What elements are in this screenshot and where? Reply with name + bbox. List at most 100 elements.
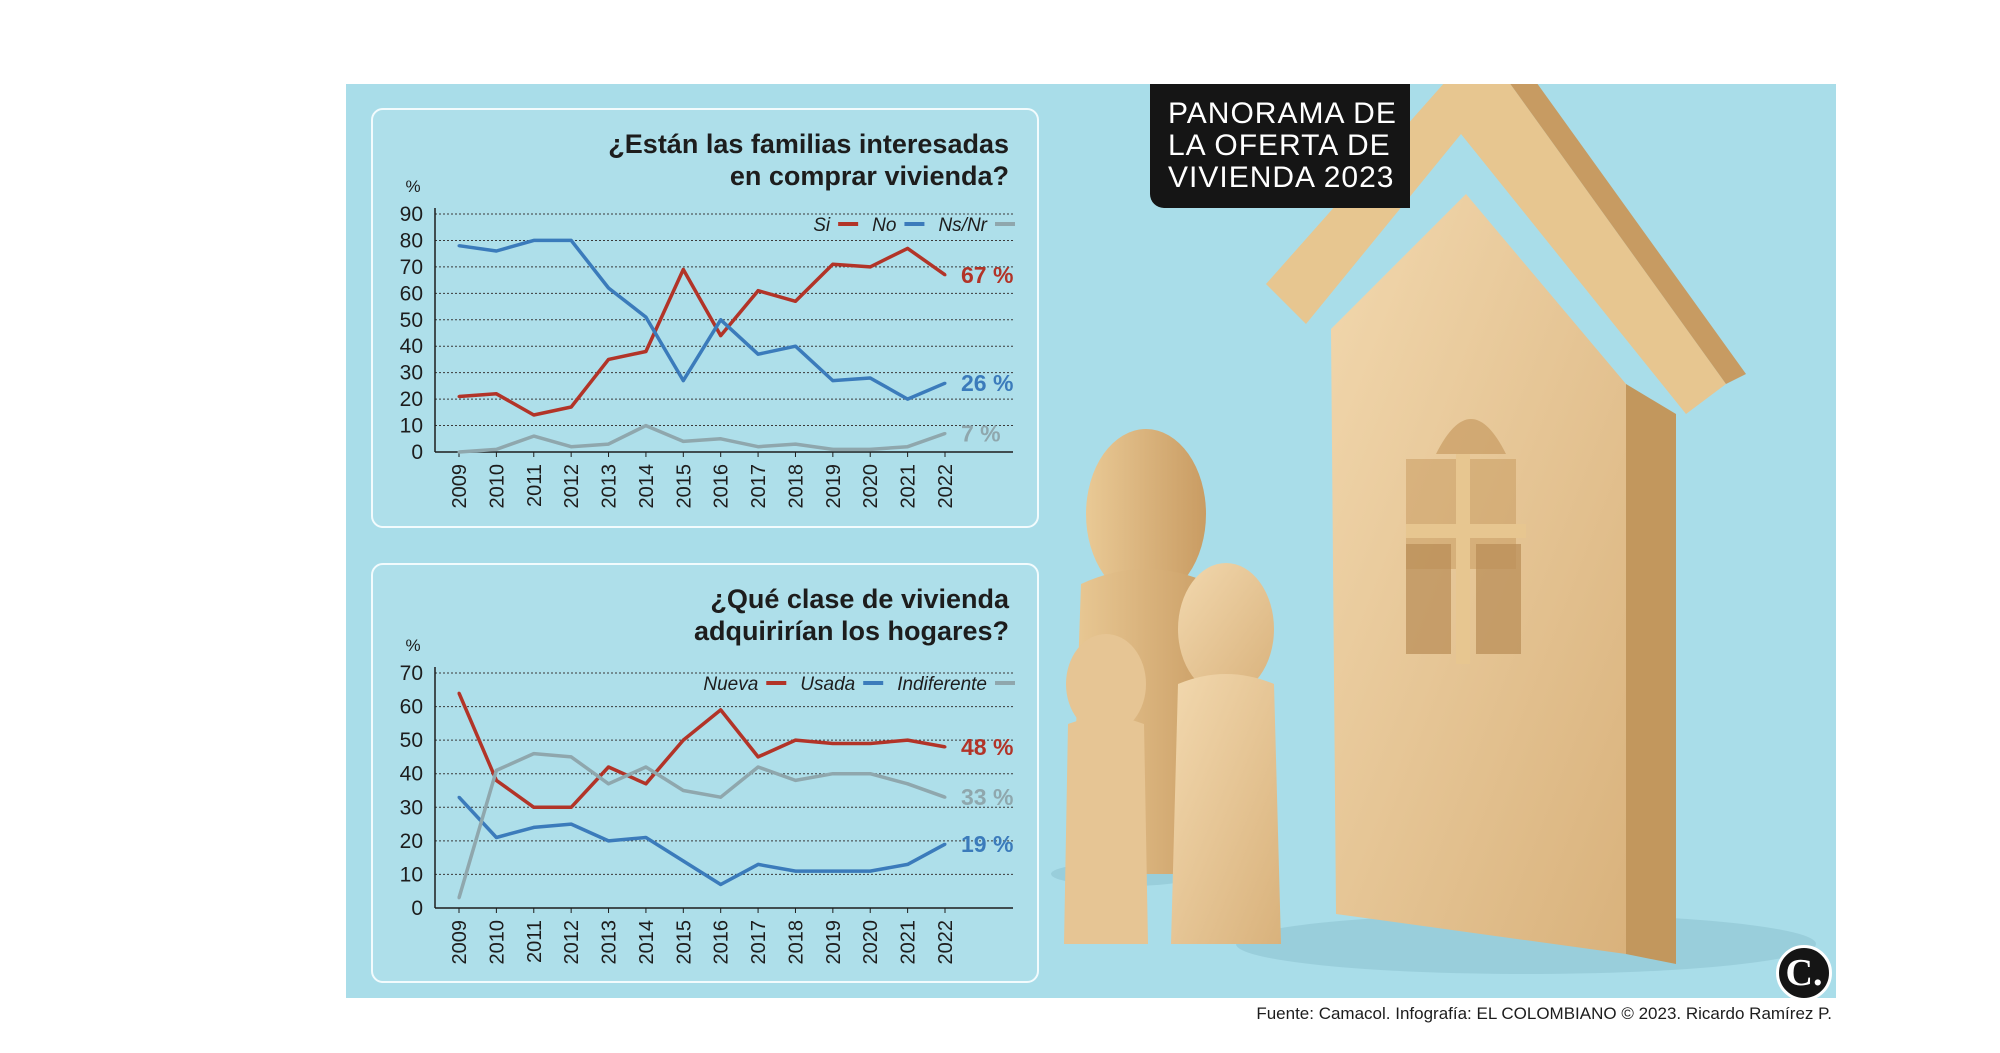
y-tick-label: 30 [400,362,423,385]
x-tick-label: 2017 [748,920,770,965]
x-tick-label: 2009 [449,464,471,509]
y-tick-label: 60 [400,696,423,719]
data-point [943,745,947,749]
data-point [457,795,461,799]
y-tick-label: 20 [400,830,423,853]
x-tick-label: 2010 [486,464,508,509]
data-point [756,862,760,866]
y-tick-label: 40 [400,763,423,786]
data-point [494,249,498,253]
data-point [906,246,910,250]
data-point [644,765,648,769]
data-point [644,424,648,428]
data-point [719,318,723,322]
data-point [607,286,611,290]
data-point [494,392,498,396]
data-point [906,862,910,866]
data-point [943,431,947,435]
source-credit: Fuente: Camacol. Infografía: EL COLOMBIA… [1256,1004,1832,1023]
end-value-label: 48 % [961,734,1013,760]
data-point [868,447,872,451]
x-tick-label: 2010 [486,920,508,965]
y-tick-label: 10 [400,415,423,438]
x-tick-label: 2014 [636,464,658,509]
data-point [793,778,797,782]
end-value-label: 67 % [961,262,1013,288]
x-tick-label: 2021 [898,464,920,509]
y-tick-label: 20 [400,388,423,411]
x-tick-label: 2009 [449,920,471,965]
data-point [681,439,685,443]
x-tick-label: 2016 [711,920,733,965]
x-tick-label: 2016 [711,464,733,509]
data-point [494,778,498,782]
data-point [831,447,835,451]
data-point [569,405,573,409]
data-point [831,869,835,873]
data-point [831,742,835,745]
data-point [607,442,611,446]
x-tick-label: 2017 [748,464,770,509]
data-point [681,268,685,272]
data-point [457,896,461,900]
data-point [868,265,872,269]
x-tick-label: 2011 [524,464,546,507]
data-point [607,839,611,843]
x-tick-label: 2014 [636,920,658,965]
legend-label: No [872,215,896,236]
data-point [457,394,461,398]
x-tick-label: 2019 [823,920,845,965]
x-tick-label: 2015 [673,920,695,965]
data-point [569,805,573,809]
data-point [457,691,461,695]
data-point [756,765,760,769]
x-tick-label: 2012 [561,464,583,509]
data-point [943,842,947,846]
series-line-ns-nr [458,423,946,454]
y-tick-label: 60 [400,282,423,305]
y-axis-unit-label: % [405,636,420,655]
x-tick-label: 2015 [673,464,695,509]
data-point [681,738,685,742]
data-point [756,445,760,449]
y-tick-label: 50 [400,309,423,332]
data-point [532,434,536,438]
legend-label: Indiferente [897,674,987,695]
x-tick-label: 2018 [785,464,807,509]
x-tick-label: 2018 [785,920,807,965]
data-point [719,795,723,799]
x-tick-label: 2011 [524,920,546,963]
data-point [756,352,760,356]
data-point [756,289,760,293]
legend-label: Si [813,215,831,236]
data-point [943,273,947,277]
x-tick-label: 2022 [935,920,957,965]
data-point [681,789,685,792]
data-point [831,262,835,266]
data-point [607,357,611,361]
y-tick-label: 80 [400,229,423,252]
data-point [681,859,685,863]
data-point [793,869,797,873]
x-tick-label: 2021 [898,920,920,965]
data-point [719,334,723,338]
y-tick-label: 90 [400,203,423,226]
y-axis-unit-label: % [405,177,420,196]
data-point [532,805,536,809]
y-tick-label: 0 [411,441,423,464]
data-point [644,836,648,839]
x-tick-label: 2020 [860,464,882,509]
data-point [831,772,835,776]
series-line-si [458,246,947,417]
data-point [532,752,536,756]
el-colombiano-logo: C. [1776,945,1832,1001]
data-point [494,836,498,839]
data-point [494,768,498,772]
y-tick-label: 50 [400,729,423,752]
data-point [868,376,872,380]
data-point [532,413,536,417]
x-tick-label: 2020 [860,920,882,965]
data-point [793,344,797,348]
data-point [569,822,573,826]
y-tick-label: 70 [400,662,423,685]
